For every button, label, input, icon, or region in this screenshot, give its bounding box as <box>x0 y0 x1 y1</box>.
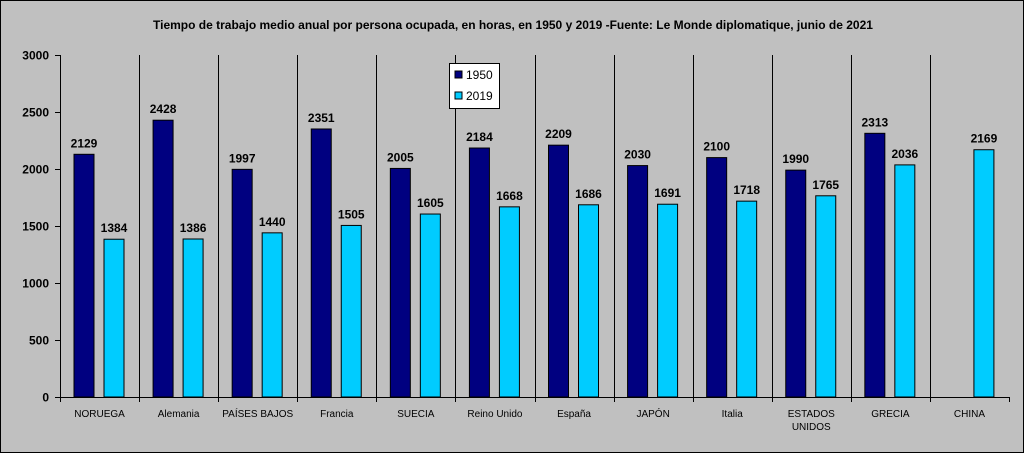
x-tick-label: GRECIA <box>871 409 910 420</box>
y-tick-label: 1000 <box>22 277 49 291</box>
data-label: 2313 <box>861 115 888 129</box>
legend-swatch-1950 <box>454 70 463 79</box>
x-tick-label: CHINA <box>954 409 985 420</box>
data-label: 1505 <box>338 207 365 221</box>
data-label: 2184 <box>466 130 493 144</box>
bar-2019 <box>973 149 995 398</box>
data-label: 1384 <box>101 221 128 235</box>
bar-2019 <box>103 238 125 398</box>
y-tick-label: 1500 <box>22 220 49 234</box>
x-tick-label: Alemania <box>158 409 200 420</box>
data-labels: 2129 2428 1997 2351 2005 2184 2209 2030 2100 1990… <box>71 102 998 235</box>
data-label: 2005 <box>387 150 414 164</box>
y-tick-label: 3000 <box>22 49 49 63</box>
bar-1950 <box>389 167 411 398</box>
bar-2019 <box>736 200 758 398</box>
data-label: 2169 <box>971 132 998 146</box>
bar-2019 <box>182 238 204 398</box>
y-tick-label: 2500 <box>22 106 49 120</box>
bar-2019 <box>578 204 599 398</box>
x-tick-label: NORUEGA <box>74 409 125 420</box>
legend-label-2019: 2019 <box>466 89 493 103</box>
data-label: 1765 <box>812 178 839 192</box>
x-tick-label: SUECIA <box>397 409 435 420</box>
x-tick-label: ESTADOS UNIDOS <box>788 409 835 433</box>
legend-swatch-2019 <box>454 91 463 100</box>
data-label: 1440 <box>259 215 286 229</box>
bar-1950 <box>706 157 728 398</box>
x-tick-label: Francia <box>320 409 354 420</box>
x-tick-label: JAPÓN <box>636 407 669 420</box>
y-tick-label: 0 <box>42 391 49 405</box>
data-label: 2209 <box>545 127 572 141</box>
data-label: 2428 <box>150 102 177 116</box>
bar-1950 <box>785 169 807 398</box>
data-label: 1997 <box>229 151 256 165</box>
bar-2019 <box>815 195 837 398</box>
legend-label-1950: 1950 <box>466 68 493 82</box>
bar-1950 <box>468 147 490 398</box>
data-label: 1990 <box>782 152 809 166</box>
x-axis-ticks: NORUEGA Alemania PAÍSES BAJOS Francia SUECIA… <box>60 397 1010 433</box>
y-tick-label: 500 <box>29 334 49 348</box>
data-label: 2129 <box>71 136 98 150</box>
bar-1950 <box>864 132 886 398</box>
data-label: 1386 <box>180 221 207 235</box>
bar-2019 <box>498 206 520 398</box>
bar-1950 <box>548 144 569 398</box>
bars <box>73 119 995 398</box>
data-label: 2100 <box>703 140 730 154</box>
bar-2019 <box>261 232 283 398</box>
data-label: 1686 <box>575 187 602 201</box>
data-label: 2036 <box>891 147 918 161</box>
bar-2019 <box>419 213 441 398</box>
bar-1950 <box>310 128 332 398</box>
bar-2019 <box>894 164 916 398</box>
x-tick-label: España <box>557 409 591 420</box>
x-tick-label: Reino Unido <box>467 409 522 420</box>
data-label: 2030 <box>624 148 651 162</box>
data-label: 2351 <box>308 111 335 125</box>
legend: 1950 2019 <box>449 63 500 109</box>
bar-1950 <box>627 165 649 398</box>
data-label: 1668 <box>496 189 523 203</box>
y-tick-label: 2000 <box>22 163 49 177</box>
bar-2019 <box>657 203 679 398</box>
x-tick-label: Italia <box>722 409 744 420</box>
data-label: 1718 <box>733 183 760 197</box>
bar-1950 <box>152 119 174 398</box>
category-dividers <box>139 55 931 397</box>
bar-1950 <box>231 168 253 398</box>
data-label: 1605 <box>417 196 444 210</box>
bar-2019 <box>340 224 362 398</box>
y-axis-ticks: 0 500 1000 1500 2000 2500 3000 <box>22 49 60 405</box>
data-label: 1691 <box>654 186 681 200</box>
chart-title: Tiempo de trabajo medio anual por person… <box>153 18 873 32</box>
x-tick-label: PAÍSES BAJOS <box>222 407 293 420</box>
bar-1950 <box>73 153 95 398</box>
